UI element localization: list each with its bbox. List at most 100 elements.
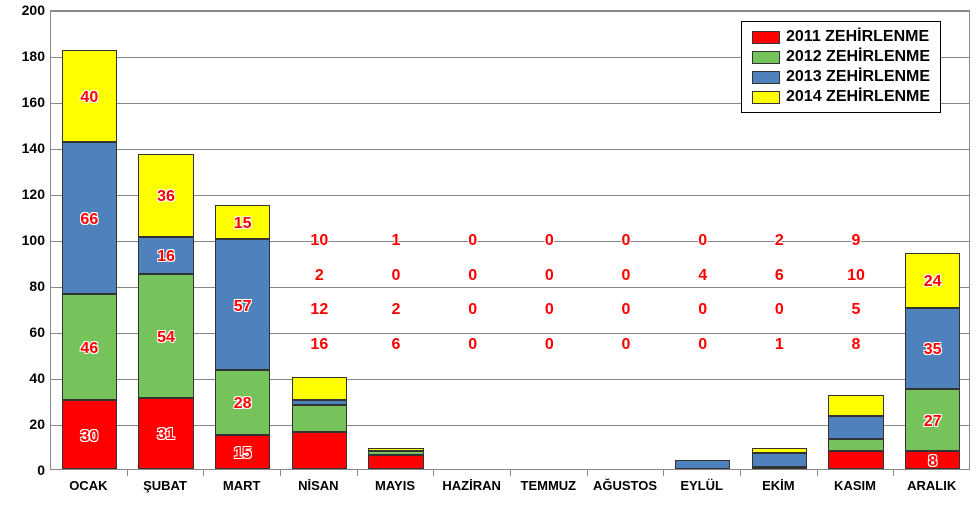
x-tick-mark <box>663 470 664 476</box>
bar-segment <box>828 439 883 451</box>
bar-segment <box>368 448 423 450</box>
data-label: 16 <box>310 336 328 354</box>
bar-segment <box>368 451 423 456</box>
legend-item: 2011 ZEHİRLENME <box>752 28 930 46</box>
y-tick-label: 120 <box>5 186 45 202</box>
legend: 2011 ZEHİRLENME 2012 ZEHİRLENME 2013 ZEHİR… <box>741 21 941 113</box>
bar-segment <box>292 432 347 469</box>
data-label: 66 <box>80 211 98 229</box>
data-label: 0 <box>545 267 554 285</box>
data-label: 24 <box>924 273 942 291</box>
data-label: 0 <box>392 267 401 285</box>
legend-item: 2012 ZEHİRLENME <box>752 48 930 66</box>
bar-segment <box>675 460 730 469</box>
x-tick-label: EKİM <box>762 478 795 493</box>
y-tick-label: 0 <box>5 462 45 478</box>
bar-segment <box>292 405 347 433</box>
legend-label: 2013 ZEHİRLENME <box>786 68 930 86</box>
data-label: 30 <box>80 428 98 446</box>
data-label: 0 <box>468 301 477 319</box>
x-tick-mark <box>127 470 128 476</box>
x-axis: OCAK ŞUBAT MART NİSAN MAYIS HAZİRAN TEMMUZ AĞUS… <box>50 470 970 510</box>
data-label: 12 <box>310 301 328 319</box>
x-tick-label: MAYIS <box>375 478 415 493</box>
y-tick-label: 160 <box>5 94 45 110</box>
data-label: 0 <box>545 336 554 354</box>
bar-segment <box>752 453 807 467</box>
data-label: 0 <box>622 336 631 354</box>
data-label: 0 <box>545 232 554 250</box>
x-tick-label: KASIM <box>834 478 876 493</box>
x-tick-label: TEMMUZ <box>521 478 577 493</box>
data-label: 2 <box>392 301 401 319</box>
legend-label: 2014 ZEHİRLENME <box>786 88 930 106</box>
y-tick-label: 140 <box>5 140 45 156</box>
y-tick-label: 80 <box>5 278 45 294</box>
data-label: 9 <box>852 232 861 250</box>
x-tick-label: ŞUBAT <box>143 478 187 493</box>
data-label: 35 <box>924 341 942 359</box>
bar-segment <box>292 377 347 400</box>
data-label: 40 <box>80 89 98 107</box>
data-label: 0 <box>775 301 784 319</box>
data-label: 27 <box>924 413 942 431</box>
data-label: 15 <box>234 215 252 233</box>
x-tick-mark <box>280 470 281 476</box>
data-label: 10 <box>847 267 865 285</box>
y-tick-label: 40 <box>5 370 45 386</box>
chart-container: 3046664031541636152857151612210620100000… <box>0 0 980 518</box>
bar-segment <box>828 451 883 469</box>
bar-segment <box>292 400 347 405</box>
data-label: 0 <box>698 301 707 319</box>
bar-segment <box>752 467 807 469</box>
data-label: 0 <box>468 336 477 354</box>
data-label: 54 <box>157 329 175 347</box>
bar-segment <box>752 448 807 453</box>
data-label: 8 <box>928 453 937 471</box>
legend-item: 2013 ZEHİRLENME <box>752 68 930 86</box>
data-label: 4 <box>698 267 707 285</box>
data-label: 0 <box>622 232 631 250</box>
y-tick-label: 60 <box>5 324 45 340</box>
data-label: 36 <box>157 188 175 206</box>
x-tick-label: EYLÜL <box>680 478 723 493</box>
data-label: 2 <box>775 232 784 250</box>
x-tick-mark <box>357 470 358 476</box>
x-tick-label: NİSAN <box>298 478 338 493</box>
data-label: 0 <box>698 232 707 250</box>
x-tick-mark <box>893 470 894 476</box>
legend-swatch <box>752 71 780 84</box>
legend-item: 2014 ZEHİRLENME <box>752 88 930 106</box>
x-tick-mark <box>587 470 588 476</box>
data-label: 6 <box>775 267 784 285</box>
y-tick-label: 100 <box>5 232 45 248</box>
bar-segment <box>828 395 883 416</box>
data-label: 15 <box>234 445 252 463</box>
data-label: 5 <box>852 301 861 319</box>
bar-segment <box>828 416 883 439</box>
data-label: 31 <box>157 426 175 444</box>
data-label: 16 <box>157 248 175 266</box>
data-label: 0 <box>622 301 631 319</box>
y-tick-label: 180 <box>5 48 45 64</box>
data-label: 8 <box>852 336 861 354</box>
x-tick-mark <box>740 470 741 476</box>
legend-label: 2012 ZEHİRLENME <box>786 48 930 66</box>
data-label: 1 <box>392 232 401 250</box>
data-label: 46 <box>80 340 98 358</box>
x-tick-mark <box>433 470 434 476</box>
x-tick-label: ARALIK <box>907 478 956 493</box>
data-label: 57 <box>234 298 252 316</box>
data-label: 0 <box>468 267 477 285</box>
x-tick-mark <box>817 470 818 476</box>
x-tick-label: OCAK <box>69 478 107 493</box>
data-label: 1 <box>775 336 784 354</box>
x-tick-label: AĞUSTOS <box>593 478 657 493</box>
x-tick-label: MART <box>223 478 261 493</box>
plot-area: 3046664031541636152857151612210620100000… <box>50 10 970 470</box>
data-label: 10 <box>310 232 328 250</box>
x-tick-label: HAZİRAN <box>442 478 501 493</box>
legend-swatch <box>752 91 780 104</box>
data-label: 0 <box>468 232 477 250</box>
data-label: 0 <box>622 267 631 285</box>
